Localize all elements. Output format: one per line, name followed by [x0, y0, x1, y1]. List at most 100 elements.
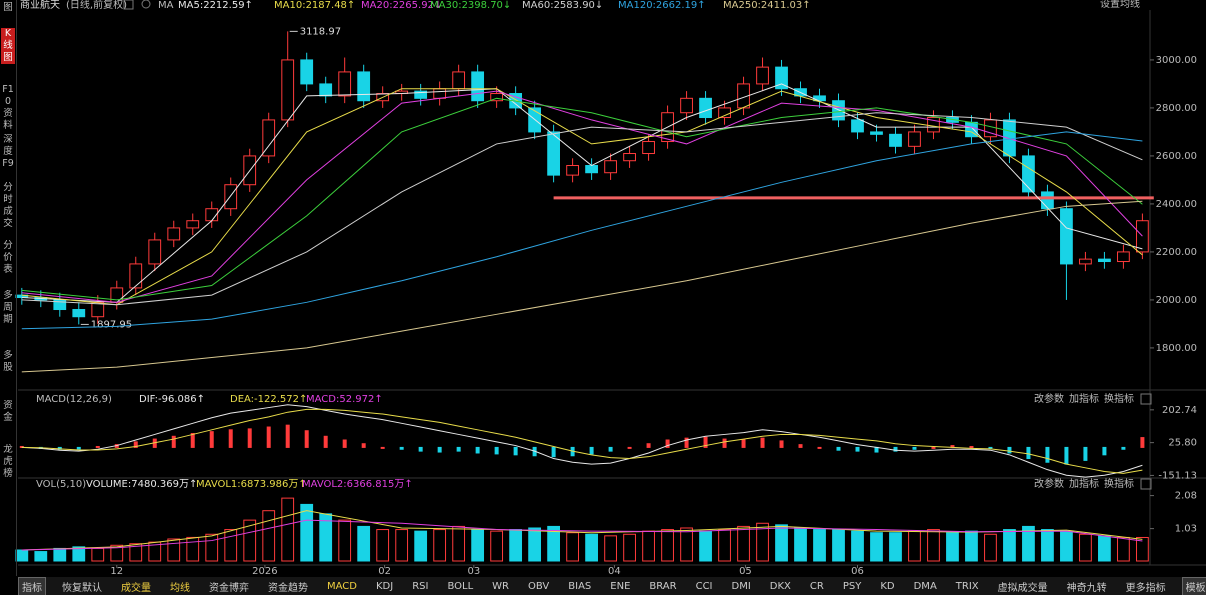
indicator-tab[interactable]: 资金博弈 [209, 582, 249, 594]
volume-bar [300, 503, 314, 562]
legend-entry: MAVOL1:6873.986万↑ [196, 479, 307, 490]
volume-bar [471, 529, 485, 562]
sidebar-item[interactable]: 资金 [3, 400, 13, 423]
indicator-tab[interactable]: BOLL [447, 580, 474, 592]
legend-entry: DEA:-122.572↑ [230, 394, 307, 405]
macd-bar [456, 446, 461, 452]
candle-body [870, 131, 883, 135]
indicator-tab[interactable]: 均线 [170, 582, 190, 594]
macd-bar [494, 446, 499, 455]
macd-bar [798, 444, 803, 448]
sidebar-item[interactable]: 多股 [3, 350, 13, 373]
indicator-tab[interactable]: 模板 [1181, 577, 1206, 595]
x-tick-label: 03 [467, 566, 480, 577]
indicator-tab[interactable]: 资金趋势 [268, 582, 308, 594]
indicator-tab[interactable]: CCI [695, 580, 713, 592]
stock-chart: 商业航天 (日线,前复权) MA 设置均线 1800.00 2000.00 2200… [15, 0, 1206, 577]
candle-body [566, 165, 579, 176]
candle-body [357, 71, 371, 102]
macd-bar [665, 439, 670, 448]
panel-button[interactable]: 加指标 [1069, 477, 1099, 490]
indicator-tab[interactable]: DMI [731, 580, 751, 592]
indicator-tab[interactable]: KD [880, 580, 895, 592]
indicator-tabs: 指标 恢复默认 成交量 均线 资金博弈 资金趋势 MACD KDJ RSI BOLL WR OBV BI… [18, 577, 1206, 595]
panel-button[interactable]: 改参数 [1034, 477, 1064, 490]
macd-bar [1045, 446, 1050, 463]
volume-bar [946, 532, 959, 562]
x-tick-label: 05 [739, 566, 752, 577]
help-icon[interactable] [123, 0, 134, 10]
y-tick-label: 1.03 [1175, 524, 1197, 535]
indicator-tab[interactable]: CR [809, 580, 824, 592]
volume-bar [395, 529, 409, 562]
panel-button[interactable]: 换指标 [1104, 477, 1134, 490]
indicator-tab[interactable]: BIAS [568, 580, 592, 592]
candle-body [775, 66, 788, 90]
macd-bar [513, 446, 518, 456]
indicator-tab[interactable]: 恢复默认 [62, 582, 102, 594]
sidebar-item[interactable]: K线图 [1, 28, 15, 64]
indicator-tab[interactable]: 指标 [18, 577, 46, 595]
legend-entry: MA250:2411.03↑ [723, 0, 811, 11]
settings-icon[interactable] [141, 0, 151, 9]
indicator-tab[interactable]: RSI [412, 580, 429, 592]
indicator-tab[interactable]: 虚拟成交量 [997, 582, 1048, 594]
indicator-tab[interactable]: 更多指标 [1125, 582, 1166, 594]
macd-bar [266, 426, 271, 448]
panel-button[interactable]: 改参数 [1034, 392, 1064, 405]
panel-value: MACD:52.972↑ [306, 394, 383, 405]
candle-body [148, 239, 162, 265]
panel-button[interactable]: 加指标 [1069, 392, 1099, 405]
close-button[interactable] [1140, 478, 1152, 490]
volume-bar [528, 527, 542, 562]
sidebar-item[interactable]: 深度F9 [2, 134, 14, 169]
indicator-tab[interactable]: TRIX [955, 580, 979, 592]
sidebar-item[interactable]: 图 [3, 2, 13, 13]
indicator-tab[interactable]: WR [492, 580, 509, 592]
candle-body [224, 184, 238, 210]
volume-bar [490, 530, 504, 562]
candle-body [1079, 258, 1092, 265]
close-button[interactable] [1140, 393, 1152, 405]
indicator-tab[interactable]: 神奇九转 [1066, 582, 1107, 594]
volume-bar [509, 529, 523, 562]
indicator-tab[interactable]: OBV [528, 580, 550, 592]
indicator-tab[interactable]: ENE [610, 580, 631, 592]
volume-bar [699, 530, 712, 562]
x-tick-label: 02 [378, 566, 391, 577]
indicator-tab[interactable]: MACD [327, 580, 357, 592]
indicator-tab[interactable]: 成交量 [121, 582, 151, 594]
y-tick-label: 2400.00 [1156, 199, 1197, 210]
volume-bar [870, 532, 883, 562]
macd-bar [589, 446, 594, 455]
ma-label: MA [158, 0, 174, 11]
indicator-tab[interactable]: BRAR [649, 580, 677, 592]
volume-bar [661, 529, 674, 562]
sidebar-item[interactable]: 分价表 [3, 240, 13, 275]
ma-settings[interactable]: 设置均线 [1100, 0, 1140, 10]
indicator-line [21, 112, 1143, 306]
volume-bar [642, 530, 655, 562]
sidebar-item[interactable]: 分时成交 [3, 182, 13, 229]
volume-bar [91, 547, 105, 562]
candle-body [889, 133, 902, 147]
volume-bar [357, 525, 371, 562]
indicator-tab[interactable]: DMA [913, 580, 937, 592]
candle-body [490, 93, 504, 102]
indicator-tab[interactable]: PSY [842, 580, 862, 592]
volume-bar [1003, 529, 1016, 562]
volume-bar [604, 535, 617, 562]
volume-bar [889, 532, 902, 562]
legend-entry: MA60:2583.90↓ [522, 0, 603, 11]
indicator-tab[interactable]: KDJ [375, 580, 394, 592]
volume-bar [1041, 529, 1054, 562]
sidebar-item[interactable]: 龙虎榜 [3, 444, 13, 479]
sidebar-item[interactable]: 多周期 [3, 290, 13, 325]
volume-bar [756, 522, 769, 562]
volume-bar [832, 529, 845, 562]
volume-bar [775, 524, 788, 562]
macd-bar [95, 445, 100, 448]
sidebar-item[interactable]: F10资料 [2, 84, 14, 131]
indicator-tab[interactable]: DKX [769, 580, 791, 592]
panel-button[interactable]: 换指标 [1104, 392, 1134, 405]
